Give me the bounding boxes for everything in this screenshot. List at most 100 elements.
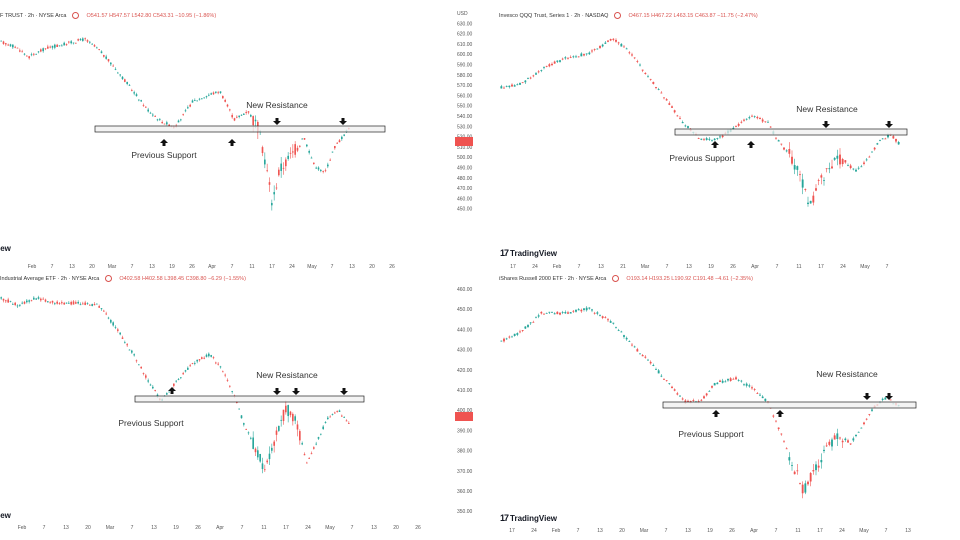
- candle-body: [275, 430, 278, 435]
- candle-body: [247, 111, 250, 113]
- candle-body: [191, 100, 194, 103]
- candle-body: [748, 385, 751, 387]
- x-axis-tick-label: 24: [305, 525, 311, 531]
- symbol-description: iShares Russell 2000 ETF · 2h · NYSE Arc…: [499, 275, 607, 282]
- x-axis-tick-label: 7: [666, 264, 669, 270]
- candle-body: [585, 53, 588, 55]
- candle-body: [285, 405, 287, 413]
- candle-body: [168, 124, 170, 127]
- symbol-description: Industrial Average ETF · 2h · NYSE Arca: [0, 275, 100, 282]
- ohlc-readout: O402.58 H402.58 L398.45 C398.80 −6.29 (−…: [119, 275, 246, 282]
- candle-body: [889, 399, 892, 401]
- candle-body: [513, 85, 516, 87]
- candle-body: [505, 338, 508, 340]
- candle-body: [334, 146, 336, 149]
- candle-body: [252, 116, 254, 126]
- candle-body: [226, 379, 229, 381]
- candle-body: [294, 144, 296, 155]
- x-axis-tick-label: Apr: [208, 264, 216, 270]
- candle-body: [296, 147, 299, 151]
- arrow-up-icon: [160, 139, 168, 146]
- candle-body: [51, 300, 54, 303]
- candle-body: [313, 447, 315, 449]
- arrow-shape: [863, 393, 871, 400]
- candle-body: [673, 389, 676, 391]
- candle-body: [772, 415, 775, 417]
- candle-body: [623, 46, 625, 48]
- candle-body: [628, 52, 631, 54]
- candle-body: [124, 342, 126, 344]
- candle-body: [301, 443, 303, 445]
- candle-body: [9, 44, 12, 47]
- candle-body: [601, 316, 604, 319]
- x-axis-tick-label: 13: [349, 264, 355, 270]
- new-resistance-label: New Resistance: [246, 100, 308, 110]
- candle-body: [799, 174, 801, 176]
- candle-body: [801, 179, 804, 188]
- candle-body: [671, 386, 673, 389]
- candle-body: [527, 325, 529, 327]
- candle-body: [625, 337, 628, 340]
- x-axis-tick-label: 24: [840, 264, 846, 270]
- candle-body: [240, 415, 243, 419]
- candle-body: [876, 143, 879, 145]
- candle-body: [631, 344, 633, 346]
- y-axis-tick-label: 450.00: [457, 207, 473, 213]
- x-axis-tick-label: 20: [369, 264, 375, 270]
- y-axis-tick-label: 570.00: [457, 83, 473, 89]
- candle-body: [657, 370, 660, 374]
- candle-body: [142, 105, 145, 107]
- x-axis-tick-label: Feb: [552, 528, 561, 534]
- candle-body: [881, 398, 884, 400]
- candle-body: [836, 155, 839, 159]
- candle-body: [40, 49, 42, 52]
- candle-body: [21, 51, 23, 53]
- candle-body: [553, 61, 556, 64]
- candle-body: [65, 44, 68, 46]
- candle-body: [271, 202, 273, 206]
- candle-body: [138, 364, 140, 366]
- candle-body: [168, 391, 170, 393]
- candle-body: [663, 379, 665, 380]
- candle-body: [524, 80, 527, 83]
- arrow-shape: [885, 121, 893, 128]
- candle-body: [868, 413, 871, 415]
- candle-body: [317, 437, 320, 439]
- candle-body: [543, 67, 545, 69]
- candle-body: [873, 147, 876, 150]
- candle-body: [217, 92, 219, 94]
- arrow-shape: [228, 139, 236, 146]
- support-resistance-zone: [94, 125, 386, 133]
- arrow-shape: [339, 118, 347, 125]
- x-axis-tick-label: 7: [43, 525, 46, 531]
- arrow-down-icon: [885, 393, 893, 400]
- candle-body: [261, 147, 264, 154]
- candle-body: [268, 453, 271, 460]
- candle-body: [89, 41, 91, 43]
- candle-body: [777, 140, 780, 142]
- candle-body: [299, 145, 301, 147]
- candle-body: [61, 45, 63, 47]
- candle-body: [315, 167, 317, 169]
- candle-body: [203, 357, 205, 359]
- candle-body: [184, 110, 187, 112]
- y-axis-tick-label: USD: [457, 11, 468, 17]
- candle-body: [609, 321, 612, 323]
- candle-body: [112, 65, 114, 67]
- candle-body: [166, 393, 168, 395]
- x-axis-tick-label: 26: [195, 525, 201, 531]
- candle-body: [764, 121, 767, 123]
- candle-body: [289, 411, 292, 416]
- candle-body: [343, 416, 345, 418]
- x-axis-tick-label: 13: [685, 528, 691, 534]
- candle-body: [713, 383, 716, 386]
- candle-body: [705, 393, 708, 396]
- candle-body: [761, 396, 764, 399]
- candle-body: [796, 470, 799, 472]
- support-resistance-zone: [674, 128, 908, 136]
- candle-body: [47, 46, 49, 49]
- candle-body: [257, 450, 259, 458]
- previous-support-label: Previous Support: [131, 150, 197, 160]
- x-axis-tick-label: 13: [686, 264, 692, 270]
- y-axis-tick-label: 460.00: [457, 196, 473, 202]
